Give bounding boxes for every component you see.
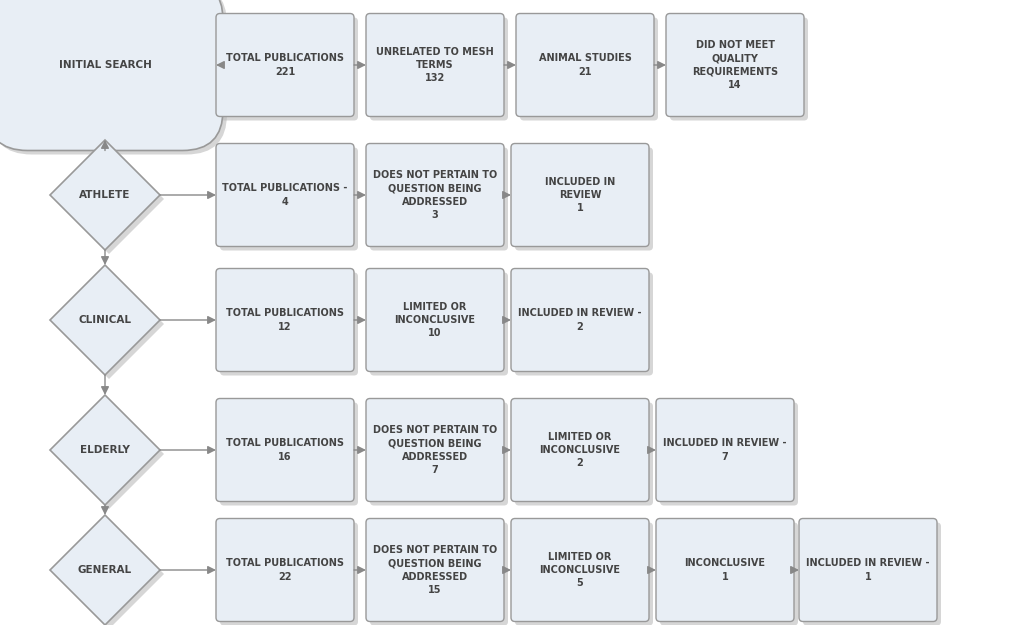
Polygon shape [50,395,160,505]
FancyBboxPatch shape [656,399,794,501]
Text: DID NOT MEET
QUALITY
REQUIREMENTS
14: DID NOT MEET QUALITY REQUIREMENTS 14 [692,40,778,90]
Text: INCLUDED IN REVIEW -
7: INCLUDED IN REVIEW - 7 [664,438,786,462]
FancyBboxPatch shape [370,148,508,251]
FancyBboxPatch shape [216,269,354,371]
Text: GENERAL: GENERAL [78,565,132,575]
FancyBboxPatch shape [656,519,794,621]
FancyBboxPatch shape [216,519,354,621]
Text: ATHLETE: ATHLETE [79,190,131,200]
FancyBboxPatch shape [660,522,798,625]
FancyBboxPatch shape [220,148,358,251]
FancyBboxPatch shape [366,14,504,116]
Polygon shape [50,515,160,625]
FancyBboxPatch shape [0,0,223,151]
Text: INCONCLUSIVE
1: INCONCLUSIVE 1 [684,558,766,582]
Text: TOTAL PUBLICATIONS -
4: TOTAL PUBLICATIONS - 4 [222,183,348,207]
Text: INCLUDED IN REVIEW -
2: INCLUDED IN REVIEW - 2 [518,308,642,332]
FancyBboxPatch shape [799,519,937,621]
Text: ANIMAL STUDIES
21: ANIMAL STUDIES 21 [539,53,632,77]
FancyBboxPatch shape [370,402,508,506]
FancyBboxPatch shape [216,144,354,246]
Polygon shape [54,144,164,254]
Polygon shape [54,399,164,509]
FancyBboxPatch shape [515,402,653,506]
FancyBboxPatch shape [516,14,654,116]
Text: INITIAL SEARCH: INITIAL SEARCH [58,60,152,70]
FancyBboxPatch shape [366,269,504,371]
FancyBboxPatch shape [220,18,358,121]
Polygon shape [50,140,160,250]
Text: CLINICAL: CLINICAL [79,315,131,325]
FancyBboxPatch shape [220,402,358,506]
FancyBboxPatch shape [366,144,504,246]
Text: UNRELATED TO MESH
TERMS
132: UNRELATED TO MESH TERMS 132 [376,47,494,83]
FancyBboxPatch shape [670,18,808,121]
FancyBboxPatch shape [803,522,941,625]
Polygon shape [54,269,164,379]
FancyBboxPatch shape [0,0,227,154]
FancyBboxPatch shape [520,18,658,121]
Polygon shape [54,519,164,625]
FancyBboxPatch shape [666,14,804,116]
Polygon shape [50,265,160,375]
Text: TOTAL PUBLICATIONS
22: TOTAL PUBLICATIONS 22 [226,558,344,582]
FancyBboxPatch shape [220,522,358,625]
Text: INCLUDED IN
REVIEW
1: INCLUDED IN REVIEW 1 [545,177,615,213]
FancyBboxPatch shape [216,14,354,116]
Text: LIMITED OR
INCONCLUSIVE
2: LIMITED OR INCONCLUSIVE 2 [540,432,621,468]
Text: LIMITED OR
INCONCLUSIVE
10: LIMITED OR INCONCLUSIVE 10 [394,302,475,338]
FancyBboxPatch shape [216,399,354,501]
Text: TOTAL PUBLICATIONS
16: TOTAL PUBLICATIONS 16 [226,438,344,462]
Text: DOES NOT PERTAIN TO
QUESTION BEING
ADDRESSED
3: DOES NOT PERTAIN TO QUESTION BEING ADDRE… [373,170,497,220]
Text: TOTAL PUBLICATIONS
221: TOTAL PUBLICATIONS 221 [226,53,344,77]
FancyBboxPatch shape [660,402,798,506]
FancyBboxPatch shape [511,144,649,246]
FancyBboxPatch shape [366,519,504,621]
FancyBboxPatch shape [515,272,653,376]
FancyBboxPatch shape [515,148,653,251]
Text: ELDERLY: ELDERLY [80,445,130,455]
FancyBboxPatch shape [366,399,504,501]
Text: LIMITED OR
INCONCLUSIVE
5: LIMITED OR INCONCLUSIVE 5 [540,552,621,588]
FancyBboxPatch shape [511,399,649,501]
FancyBboxPatch shape [370,522,508,625]
FancyBboxPatch shape [370,18,508,121]
Text: INCLUDED IN REVIEW -
1: INCLUDED IN REVIEW - 1 [806,558,930,582]
FancyBboxPatch shape [370,272,508,376]
FancyBboxPatch shape [511,519,649,621]
FancyBboxPatch shape [515,522,653,625]
FancyBboxPatch shape [220,272,358,376]
FancyBboxPatch shape [511,269,649,371]
Text: DOES NOT PERTAIN TO
QUESTION BEING
ADDRESSED
15: DOES NOT PERTAIN TO QUESTION BEING ADDRE… [373,545,497,595]
Text: DOES NOT PERTAIN TO
QUESTION BEING
ADDRESSED
7: DOES NOT PERTAIN TO QUESTION BEING ADDRE… [373,425,497,475]
Text: TOTAL PUBLICATIONS
12: TOTAL PUBLICATIONS 12 [226,308,344,332]
